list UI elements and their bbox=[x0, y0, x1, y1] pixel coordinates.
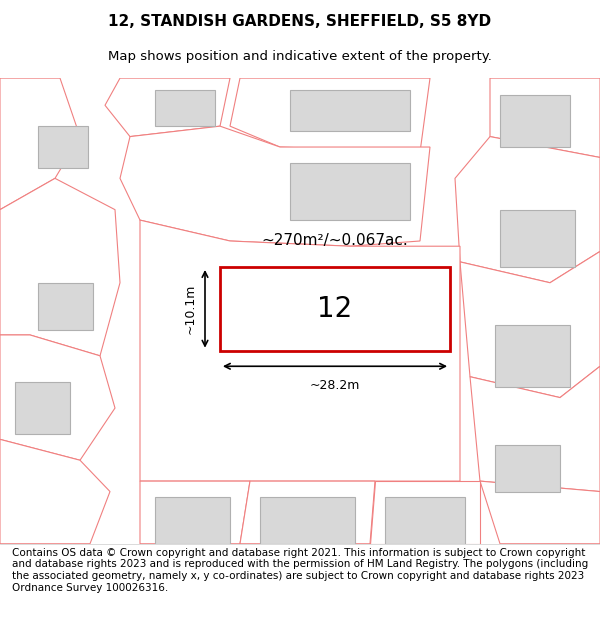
Polygon shape bbox=[0, 439, 110, 544]
Text: ~28.2m: ~28.2m bbox=[310, 379, 360, 392]
Polygon shape bbox=[0, 178, 120, 356]
Text: Contains OS data © Crown copyright and database right 2021. This information is : Contains OS data © Crown copyright and d… bbox=[12, 548, 588, 592]
Bar bbox=[495, 444, 560, 491]
Polygon shape bbox=[230, 78, 430, 152]
Bar bbox=[38, 126, 88, 168]
Polygon shape bbox=[120, 126, 430, 246]
Polygon shape bbox=[0, 335, 115, 460]
Text: 12, STANDISH GARDENS, SHEFFIELD, S5 8YD: 12, STANDISH GARDENS, SHEFFIELD, S5 8YD bbox=[109, 14, 491, 29]
Polygon shape bbox=[140, 220, 460, 481]
Polygon shape bbox=[370, 481, 480, 544]
Bar bbox=[385, 497, 465, 544]
Text: Map shows position and indicative extent of the property.: Map shows position and indicative extent… bbox=[108, 50, 492, 62]
Bar bbox=[155, 89, 215, 126]
Polygon shape bbox=[240, 481, 375, 544]
Text: ~10.1m: ~10.1m bbox=[184, 284, 197, 334]
Polygon shape bbox=[0, 78, 80, 209]
Bar bbox=[495, 324, 570, 387]
Polygon shape bbox=[470, 366, 600, 491]
Bar bbox=[220, 267, 450, 351]
Bar bbox=[260, 497, 355, 544]
Bar bbox=[500, 95, 570, 147]
Polygon shape bbox=[480, 481, 600, 544]
Bar bbox=[155, 497, 230, 544]
Bar bbox=[290, 89, 410, 131]
Polygon shape bbox=[105, 78, 230, 137]
Bar bbox=[38, 282, 93, 330]
Text: 12: 12 bbox=[317, 295, 353, 323]
Bar bbox=[500, 209, 575, 267]
Text: ~270m²/~0.067ac.: ~270m²/~0.067ac. bbox=[262, 233, 409, 248]
Polygon shape bbox=[460, 251, 600, 398]
Bar bbox=[290, 162, 410, 220]
Polygon shape bbox=[455, 137, 600, 282]
Polygon shape bbox=[490, 78, 600, 158]
Polygon shape bbox=[140, 481, 250, 544]
Bar bbox=[15, 382, 70, 434]
